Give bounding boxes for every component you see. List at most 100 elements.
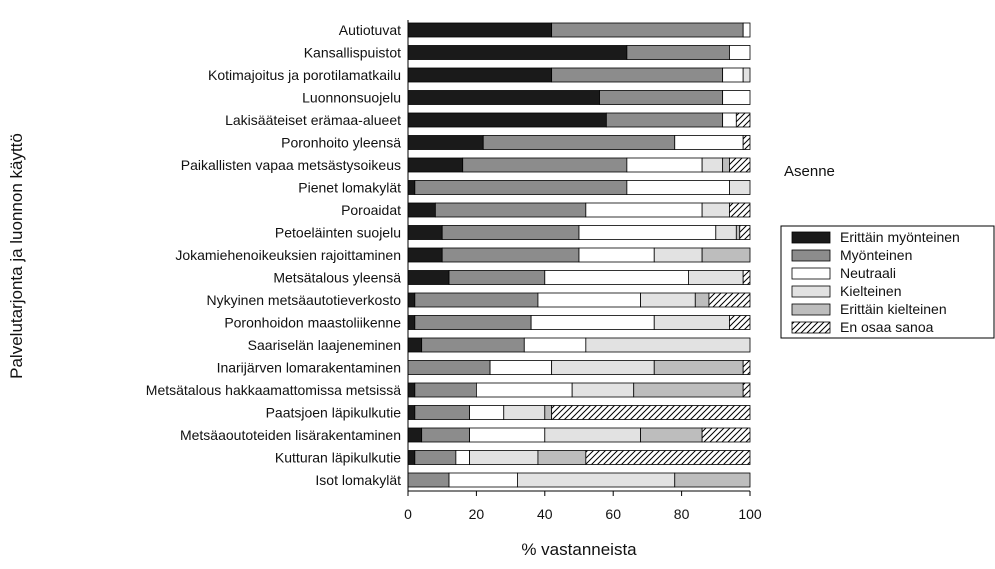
bar-segment-en-osaa-sanoa: [702, 428, 750, 442]
bar-segment-eritt-in-kielteinen: [736, 226, 739, 240]
bar-segment-my-nteinen: [415, 293, 538, 307]
bar-segment-en-osaa-sanoa: [729, 316, 750, 330]
bar-segment-neutraali: [524, 338, 586, 352]
bar-segment-eritt-in-my-nteinen: [408, 23, 552, 37]
bar-segment-en-osaa-sanoa: [743, 361, 750, 375]
bar-segment-eritt-in-my-nteinen: [408, 181, 415, 195]
category-label: Luonnonsuojelu: [302, 90, 401, 106]
bar-segment-eritt-in-my-nteinen: [408, 203, 435, 217]
bar-segment-my-nteinen: [606, 113, 722, 127]
bar-segment-eritt-in-my-nteinen: [408, 338, 422, 352]
bar-segment-en-osaa-sanoa: [729, 203, 750, 217]
bar-segment-neutraali: [538, 293, 641, 307]
bar-segment-kielteinen: [517, 473, 674, 487]
bar-segment-my-nteinen: [600, 91, 723, 105]
bar-segment-eritt-in-my-nteinen: [408, 271, 449, 285]
bar-segment-neutraali: [449, 473, 517, 487]
x-tick-label: 20: [469, 506, 485, 522]
bar-segment-neutraali: [470, 428, 545, 442]
legend-label: Kielteinen: [840, 283, 902, 299]
category-labels: Autiotuvat Kansallispuistot Kotimajoitus j…: [146, 22, 401, 488]
bar-segment-my-nteinen: [483, 136, 675, 150]
bar-segment-en-osaa-sanoa: [709, 293, 750, 307]
bar-segment-kielteinen: [641, 293, 696, 307]
bar-segment-my-nteinen: [435, 203, 585, 217]
bar-segment-eritt-in-kielteinen: [538, 451, 586, 465]
bar-segment-eritt-in-kielteinen: [634, 383, 743, 397]
legend-swatch-eritt-in-kielteinen: [792, 304, 830, 315]
bar-segment-en-osaa-sanoa: [740, 226, 750, 240]
bar-segment-eritt-in-my-nteinen: [408, 383, 415, 397]
bar-segment-neutraali: [579, 226, 716, 240]
bar-segment-en-osaa-sanoa: [743, 383, 750, 397]
bar-segment-my-nteinen: [415, 451, 456, 465]
legend-label: Myönteinen: [840, 247, 912, 263]
bar-segment-kielteinen: [702, 203, 729, 217]
bar-segment-eritt-in-kielteinen: [702, 248, 750, 262]
bar-segment-neutraali: [456, 451, 470, 465]
bar-segment-neutraali: [723, 91, 750, 105]
bar-segment-neutraali: [729, 46, 750, 60]
legend-swatch-en-osaa-sanoa: [792, 322, 830, 333]
x-axis-ticks: 0 20 40 60 80 100: [404, 491, 762, 522]
bar-segment-kielteinen: [654, 316, 729, 330]
bar-segment-kielteinen: [552, 361, 655, 375]
legend-label: Erittäin kielteinen: [840, 301, 947, 317]
category-label: Metsäaoutoteiden lisärakentaminen: [180, 427, 401, 443]
legend-label: Erittäin myönteinen: [840, 229, 960, 245]
bar-segment-eritt-in-kielteinen: [723, 158, 730, 172]
bar-segment-kielteinen: [716, 226, 737, 240]
bar-segment-eritt-in-kielteinen: [675, 473, 750, 487]
legend-swatch-kielteinen: [792, 286, 830, 297]
x-tick-label: 60: [605, 506, 621, 522]
bar-segment-en-osaa-sanoa: [729, 158, 750, 172]
bar-segment-neutraali: [627, 158, 702, 172]
bar-segment-eritt-in-my-nteinen: [408, 46, 627, 60]
legend-label: Neutraali: [840, 265, 896, 281]
bar-segment-my-nteinen: [415, 316, 531, 330]
bar-segment-eritt-in-my-nteinen: [408, 113, 606, 127]
bar-segment-my-nteinen: [408, 473, 449, 487]
bar-segment-eritt-in-kielteinen: [545, 406, 552, 420]
bar-segment-neutraali: [545, 271, 689, 285]
x-tick-label: 100: [738, 506, 762, 522]
category-label: Poroaidat: [341, 202, 401, 218]
legend-swatch-neutraali: [792, 268, 830, 279]
category-label: Poronhoidon maastoliikenne: [224, 315, 401, 331]
bar-segment-eritt-in-my-nteinen: [408, 226, 442, 240]
category-label: Kutturan läpikulkutie: [275, 450, 401, 466]
y-axis-title: Palvelutarjonta ja luonnon käyttö: [7, 133, 26, 379]
bar-segment-neutraali: [675, 136, 743, 150]
category-label: Nykyinen metsäautotieverkosto: [206, 292, 401, 308]
legend-label: En osaa sanoa: [840, 319, 934, 335]
category-label: Autiotuvat: [339, 22, 401, 38]
bar-segment-neutraali: [579, 248, 654, 262]
category-label: Saariselän laajeneminen: [248, 337, 401, 353]
x-tick-label: 40: [537, 506, 553, 522]
legend-title: Asenne: [784, 163, 835, 180]
bar-segment-en-osaa-sanoa: [743, 271, 750, 285]
bar-segment-eritt-in-kielteinen: [654, 361, 743, 375]
bar-segment-neutraali: [476, 383, 572, 397]
category-label: Paatsjoen läpikulkutie: [266, 405, 402, 421]
bar-segment-eritt-in-my-nteinen: [408, 406, 415, 420]
category-label: Isot lomakylät: [315, 472, 401, 488]
bar-segment-my-nteinen: [415, 406, 470, 420]
bar-segment-kielteinen: [729, 181, 750, 195]
bar-segment-eritt-in-my-nteinen: [408, 316, 415, 330]
bar-segment-en-osaa-sanoa: [586, 451, 750, 465]
bar-segment-my-nteinen: [552, 68, 723, 82]
category-label: Jokamiehenoikeuksien rajoittaminen: [175, 247, 401, 263]
category-label: Petoeläinten suojelu: [275, 225, 401, 241]
bar-segment-kielteinen: [586, 338, 750, 352]
bar-segment-kielteinen: [688, 271, 743, 285]
bar-segment-eritt-in-my-nteinen: [408, 248, 442, 262]
bar-segment-eritt-in-kielteinen: [641, 428, 703, 442]
bar-segment-eritt-in-my-nteinen: [408, 158, 463, 172]
bar-segment-eritt-in-my-nteinen: [408, 428, 422, 442]
bar-segment-my-nteinen: [422, 428, 470, 442]
bar-segment-kielteinen: [545, 428, 641, 442]
bars-group: [408, 23, 750, 487]
bar-segment-eritt-in-my-nteinen: [408, 68, 552, 82]
